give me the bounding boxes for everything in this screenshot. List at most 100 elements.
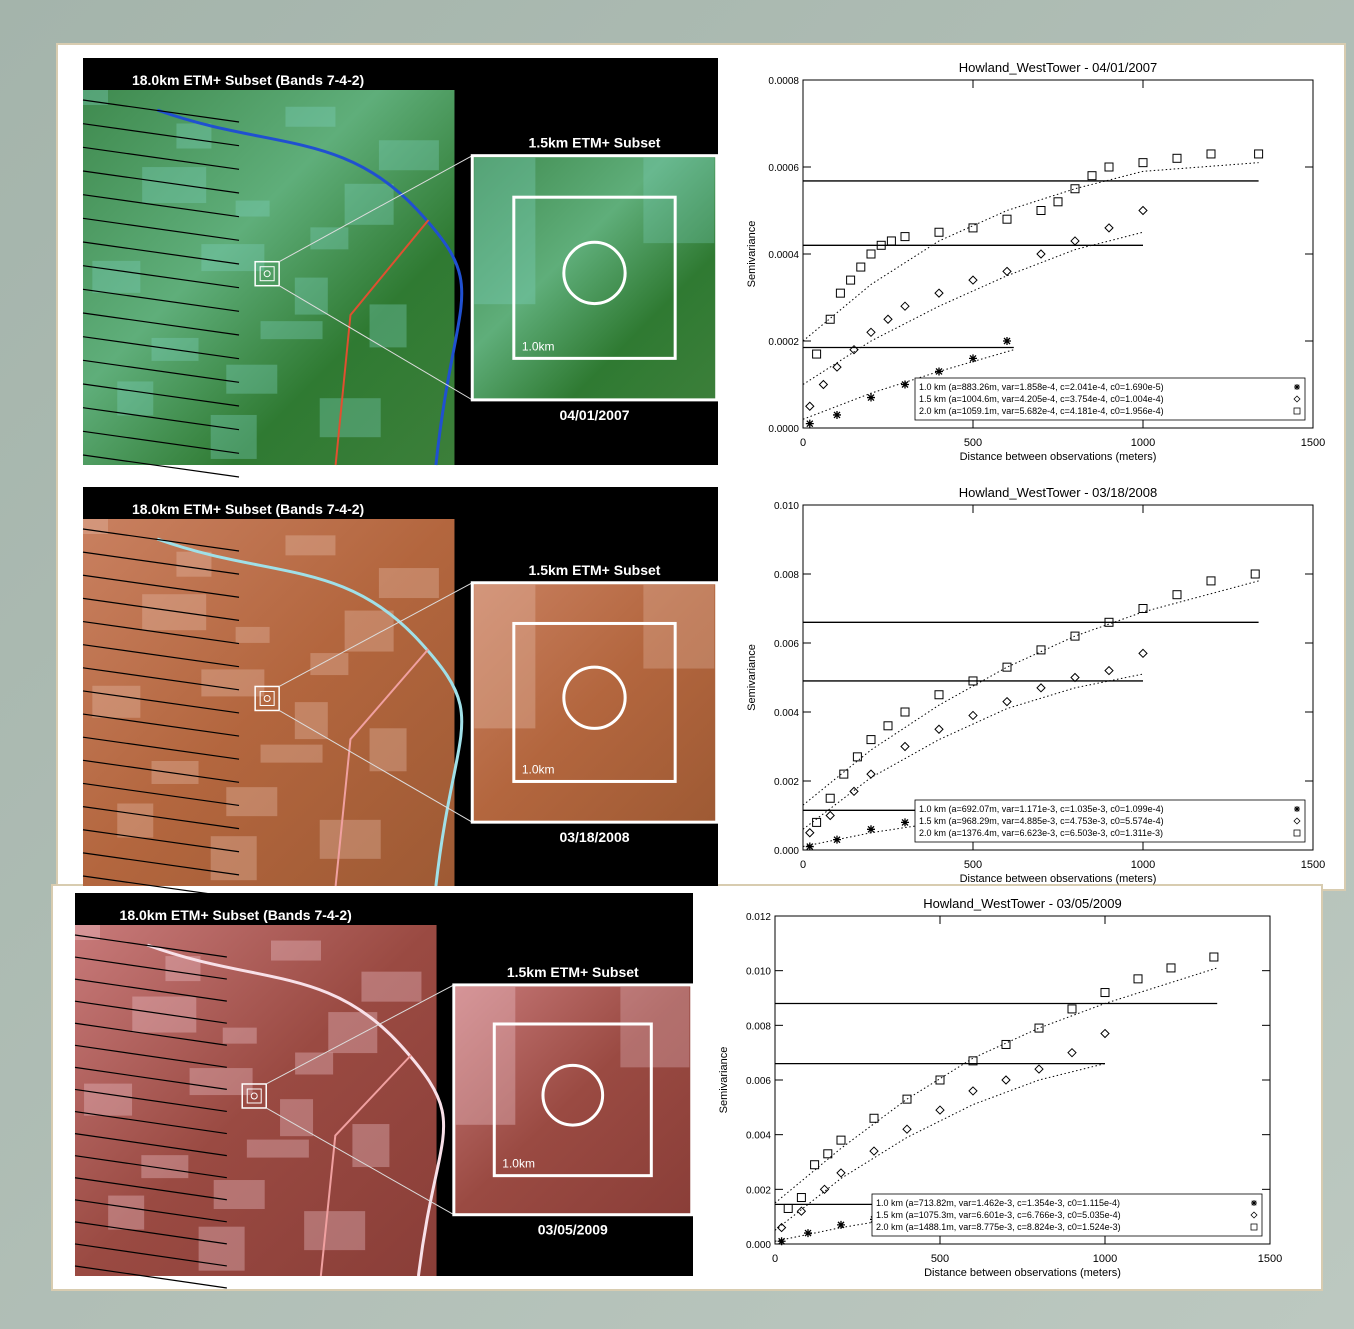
asterisk-point [935, 367, 943, 375]
asterisk-point [806, 420, 814, 428]
x-axis-label: Distance between observations (meters) [960, 451, 1157, 463]
x-tick-label: 1000 [1093, 1253, 1117, 1265]
y-tick-label: 0.006 [774, 639, 799, 650]
land-patch [310, 653, 348, 675]
land-patch [320, 820, 381, 859]
asterisk-point [804, 1229, 812, 1237]
x-tick-label: 0 [800, 437, 806, 449]
x-tick-label: 500 [931, 1253, 949, 1265]
y-axis-label: Semivariance [746, 644, 758, 711]
image-title: 18.0km ETM+ Subset (Bands 7-4-2) [132, 72, 364, 88]
land-patch [199, 1227, 245, 1271]
x-axis-label: Distance between observations (meters) [960, 873, 1157, 885]
legend-label: 1.0 km (a=883.26m, var=1.858e-4, c=2.041… [919, 382, 1164, 392]
land-patch [190, 1068, 253, 1095]
y-tick-label: 0.012 [746, 912, 771, 923]
scale-label: 1.0km [502, 1157, 535, 1171]
image-title: 18.0km ETM+ Subset (Bands 7-4-2) [132, 501, 364, 517]
legend-label: 2.0 km (a=1376.4m, var=6.623e-3, c=6.503… [919, 828, 1163, 838]
scale-label: 1.0km [522, 762, 555, 776]
land-patch [370, 304, 407, 347]
land-patch [108, 1196, 144, 1230]
land-patch [152, 761, 199, 784]
land-patch [84, 1084, 132, 1116]
x-tick-label: 1500 [1258, 1253, 1282, 1265]
land-patch [117, 381, 153, 415]
land-patch [379, 568, 439, 598]
inset-patch [456, 987, 515, 1125]
asterisk-point [867, 825, 875, 833]
asterisk-point [1003, 337, 1011, 345]
land-patch [223, 1028, 257, 1044]
y-tick-label: 0.004 [774, 708, 799, 719]
x-tick-label: 1500 [1301, 437, 1325, 449]
y-tick-label: 0.0000 [768, 424, 799, 435]
legend-marker [1251, 1200, 1257, 1206]
y-tick-label: 0.008 [774, 570, 799, 581]
land-patch [361, 972, 421, 1002]
land-patch [370, 728, 407, 771]
x-tick-label: 1000 [1131, 437, 1155, 449]
y-tick-label: 0.004 [746, 1131, 771, 1142]
y-axis-label: Semivariance [718, 1047, 730, 1114]
asterisk-point [833, 836, 841, 844]
land-patch [236, 627, 270, 643]
legend-label: 1.0 km (a=713.82m, var=1.462e-3, c=1.354… [876, 1198, 1120, 1208]
image-date: 04/01/2007 [559, 407, 629, 423]
inset-title: 1.5km ETM+ Subset [507, 964, 639, 980]
land-patch [247, 1140, 309, 1158]
x-tick-label: 1500 [1301, 859, 1325, 871]
legend-label: 2.0 km (a=1488.1m, var=8.775e-3, c=8.824… [876, 1222, 1121, 1232]
legend-label: 1.5 km (a=1075.3m, var=6.601e-3, c=6.766… [876, 1210, 1121, 1220]
asterisk-point [867, 394, 875, 402]
y-tick-label: 0.002 [746, 1185, 771, 1196]
image-date: 03/05/2009 [538, 1222, 608, 1238]
slide: 18.0km ETM+ Subset (Bands 7-4-2) 1.0km 1.5… [0, 0, 1354, 1329]
land-patch [92, 261, 140, 293]
chart-title: Howland_WestTower - 03/18/2008 [959, 485, 1158, 500]
legend-marker [1294, 806, 1300, 812]
x-tick-label: 1000 [1131, 859, 1155, 871]
inset-title: 1.5km ETM+ Subset [529, 135, 661, 151]
x-axis-label: Distance between observations (meters) [924, 1267, 1121, 1279]
land-patch [285, 535, 335, 555]
land-patch [92, 686, 140, 718]
legend-label: 2.0 km (a=1059.1m, var=5.682e-4, c=4.181… [919, 406, 1164, 416]
y-tick-label: 0.008 [746, 1021, 771, 1032]
x-tick-label: 0 [772, 1253, 778, 1265]
y-tick-label: 0.0004 [768, 250, 799, 261]
inset-patch [643, 585, 714, 669]
y-tick-label: 0.0006 [768, 163, 799, 174]
legend-label: 1.5 km (a=968.29m, var=4.885e-3, c=4.753… [919, 816, 1164, 826]
asterisk-point [833, 411, 841, 419]
land-patch [304, 1211, 365, 1250]
asterisk-point [778, 1237, 786, 1245]
land-patch [142, 594, 206, 630]
y-tick-label: 0.010 [746, 967, 771, 978]
land-patch [142, 167, 206, 203]
land-patch [214, 1180, 265, 1209]
inset-patch [643, 158, 714, 243]
y-tick-label: 0.002 [774, 777, 799, 788]
land-patch [345, 611, 394, 652]
land-patch [226, 787, 277, 816]
land-patch [379, 140, 439, 170]
land-patch [236, 201, 270, 217]
y-axis-label: Semivariance [746, 221, 758, 288]
image-date: 03/18/2008 [559, 829, 629, 845]
land-patch [320, 398, 381, 437]
land-patch [345, 184, 394, 225]
chart-title: Howland_WestTower - 04/01/2007 [959, 60, 1158, 75]
land-patch [295, 1053, 333, 1075]
land-patch [176, 552, 211, 577]
x-tick-label: 0 [800, 859, 806, 871]
page: 18.0km ETM+ Subset (Bands 7-4-2) 1.0km 1.5… [0, 0, 1354, 1329]
legend-label: 1.5 km (a=1004.6m, var=4.205e-4, c=3.754… [919, 394, 1164, 404]
y-tick-label: 0.000 [746, 1240, 771, 1251]
y-tick-label: 0.000 [774, 846, 799, 857]
inset-patch [620, 987, 689, 1067]
asterisk-point [837, 1221, 845, 1229]
scale-label: 1.0km [522, 339, 555, 353]
y-tick-label: 0.0008 [768, 76, 799, 87]
image-title: 18.0km ETM+ Subset (Bands 7-4-2) [120, 907, 352, 923]
